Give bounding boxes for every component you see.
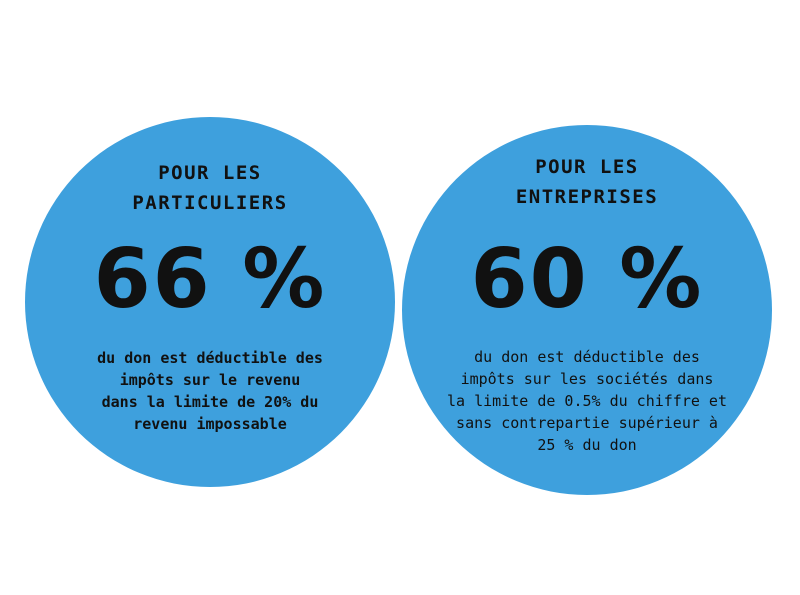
entreprises-heading-line1: POUR LES — [535, 156, 639, 178]
entreprises-description: du don est déductible des impôts sur les… — [434, 346, 740, 456]
entreprises-desc-line: 25 % du don — [537, 436, 637, 454]
particuliers-desc-line: dans la limite de 20% du — [101, 393, 319, 411]
particuliers-circle: POUR LES PARTICULIERS 66 % du don est dé… — [25, 117, 395, 487]
entreprises-desc-line: la limite de 0.5% du chiffre et — [447, 392, 727, 410]
entreprises-heading-line2: ENTREPRISES — [515, 186, 659, 208]
entreprises-desc-line: du don est déductible des — [474, 348, 700, 366]
entreprises-percent: 60 % — [470, 232, 704, 327]
entreprises-circle: POUR LES ENTREPRISES 60 % du don est déd… — [402, 125, 772, 495]
particuliers-heading-line2: PARTICULIERS — [132, 192, 288, 214]
particuliers-heading-line1: POUR LES — [158, 162, 262, 184]
particuliers-description: du don est déductible des impôts sur le … — [55, 347, 365, 435]
entreprises-desc-line: impôts sur les sociétés dans — [460, 370, 714, 388]
particuliers-percent: 66 % — [93, 232, 327, 327]
particuliers-desc-line: impôts sur le revenu — [119, 371, 301, 389]
particuliers-desc-line: revenu impossable — [133, 415, 287, 433]
particuliers-heading: POUR LES PARTICULIERS — [25, 158, 395, 218]
entreprises-heading: POUR LES ENTREPRISES — [402, 152, 772, 212]
particuliers-desc-line: du don est déductible des — [97, 349, 323, 367]
entreprises-desc-line: sans contrepartie supérieur à — [456, 414, 718, 432]
